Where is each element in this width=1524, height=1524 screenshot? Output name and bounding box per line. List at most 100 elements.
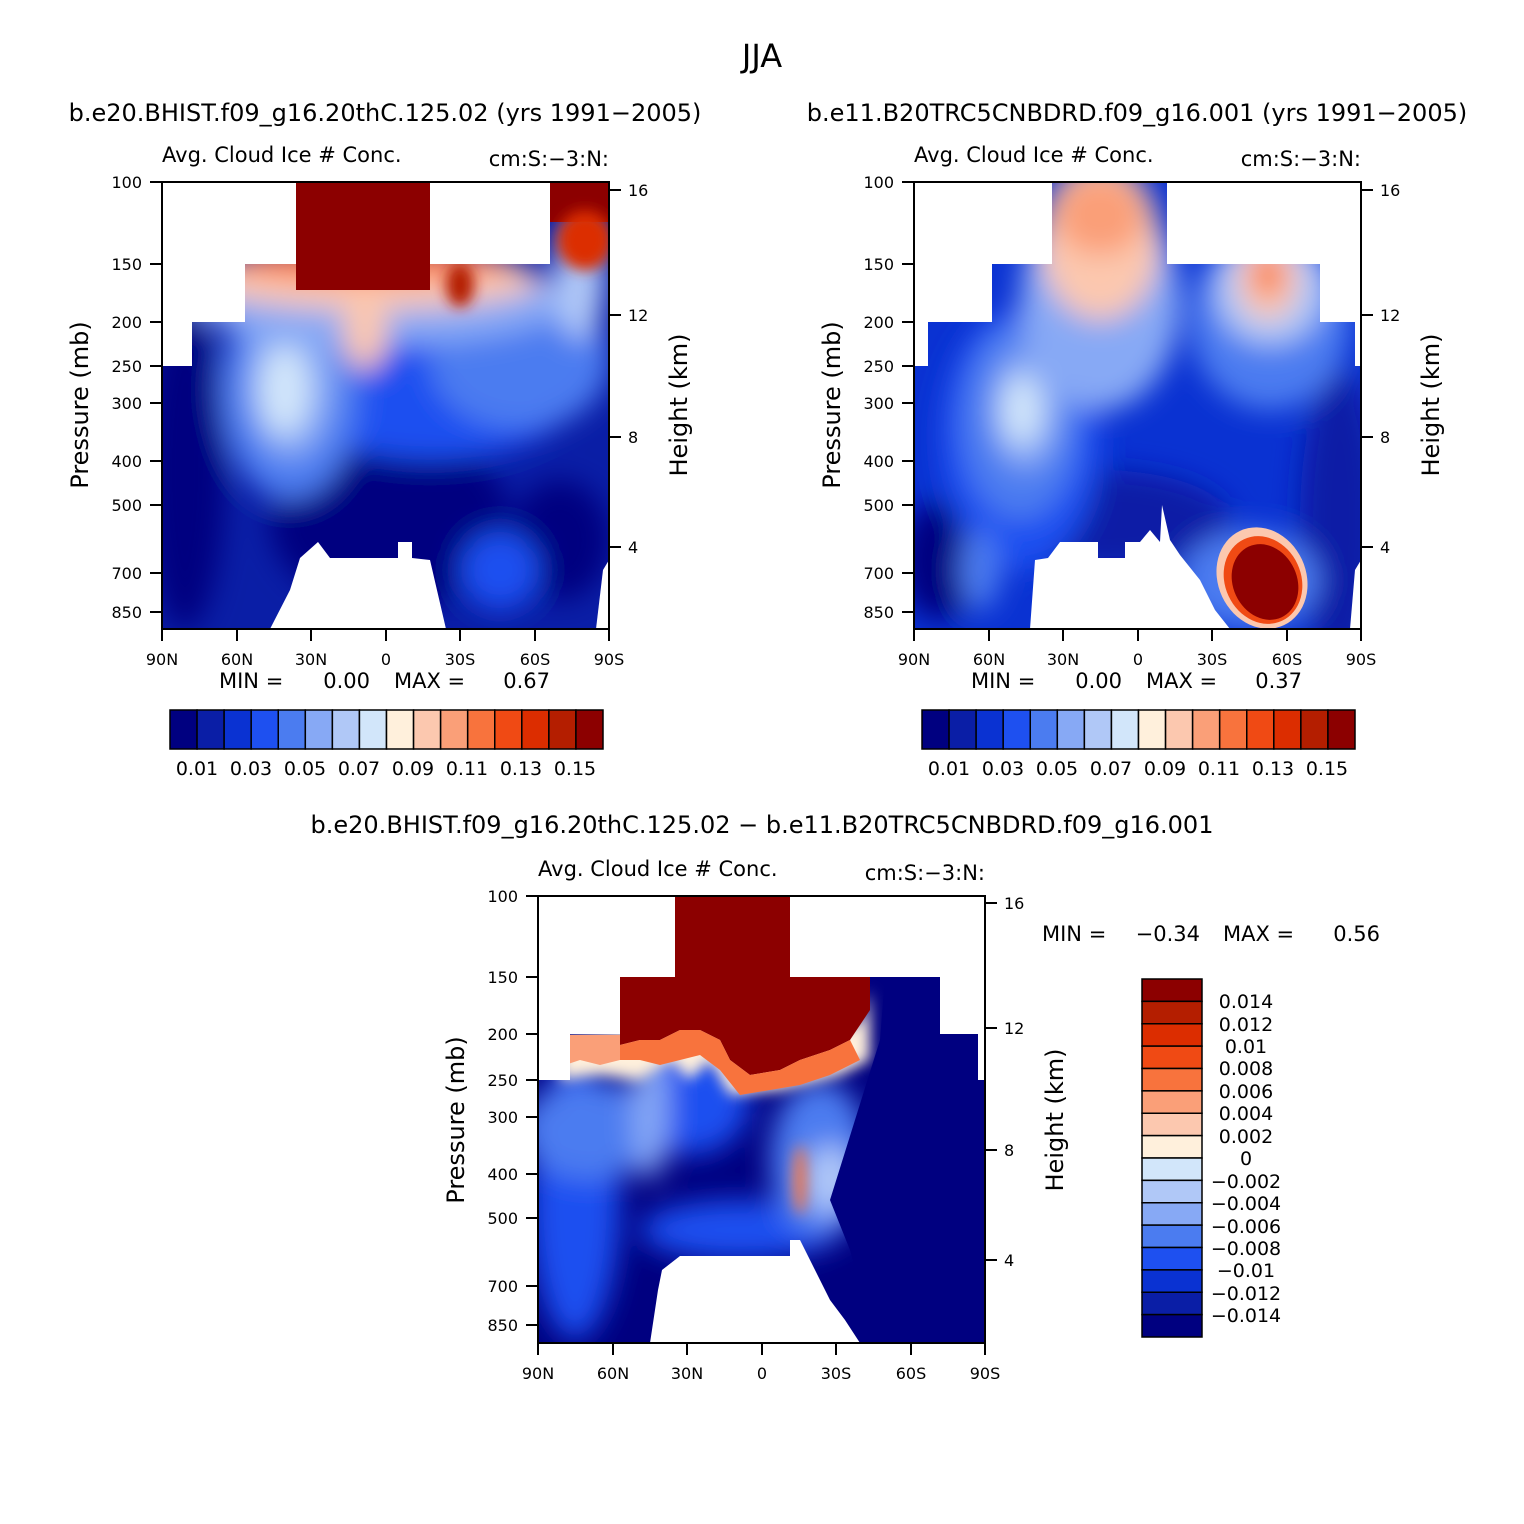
panel-left-colorbar-label: 0.05: [284, 758, 326, 780]
panel-left-xtick: 60N: [221, 650, 253, 669]
panel-right-colorbar-label: 0.07: [1090, 758, 1132, 780]
panel-diff-units-title: cm:S:−3:N:: [865, 861, 985, 885]
colorbar-swatch: [1327, 709, 1356, 750]
panel-diff-ytick-right: 16: [1004, 894, 1024, 913]
panel-left-ytick: 300: [111, 394, 142, 413]
colorbar-swatch: [1137, 709, 1167, 750]
colorbar-swatch: [358, 709, 388, 750]
panel-diff-min-value: −0.34: [1136, 922, 1200, 946]
colorbar-swatch: [921, 709, 950, 750]
colorbar-swatch: [223, 709, 252, 750]
panel-right-colorbar-label: 0.11: [1198, 758, 1240, 780]
colorbar-swatch: [466, 709, 496, 750]
panel-diff-case-label: b.e20.BHIST.f09_g16.20thC.125.02 − b.e11…: [311, 811, 1214, 839]
colorbar-swatch: [1191, 709, 1221, 750]
panel-right-ytick-right: 8: [1380, 428, 1390, 447]
panel-right-ylabel-right: Height (km): [1417, 334, 1445, 477]
panel-diff-min-label: MIN =: [1042, 922, 1106, 946]
panel-diff-colorbar-label: −0.004: [1211, 1193, 1281, 1215]
panel-diff-colorbar-label: 0.01: [1225, 1036, 1267, 1058]
panel-right-ytick: 250: [863, 357, 894, 376]
panel-diff-max-value: 0.56: [1333, 922, 1380, 946]
panel-diff-variable-title: Avg. Cloud Ice # Conc.: [538, 857, 778, 881]
panel-diff-xtick: 0: [757, 1364, 767, 1383]
colorbar-swatch: [975, 709, 1004, 750]
panel-right-contour-field: [914, 182, 1361, 629]
colorbar-swatch: [1141, 1269, 1203, 1293]
colorbar-swatch: [1141, 1157, 1203, 1182]
colorbar-swatch: [1141, 1112, 1203, 1137]
panel-right-bottom-axis: 90N 60N 30N 0 30S 60S 90S: [898, 629, 1376, 669]
colorbar-swatch: [948, 709, 977, 750]
colorbar-swatch: [1246, 709, 1275, 750]
panel-left-colorbar-label: 0.09: [392, 758, 434, 780]
colorbar-swatch: [1141, 1202, 1203, 1226]
panel-right-colorbar-label: 0.05: [1036, 758, 1078, 780]
panel-left-colorbar-label: 0.15: [554, 758, 596, 780]
panel-left-variable-title: Avg. Cloud Ice # Conc.: [162, 143, 402, 167]
panel-left-ylabel-right: Height (km): [665, 334, 693, 477]
panel-diff-ylabel-right: Height (km): [1041, 1049, 1069, 1192]
panel-right-xtick: 30N: [1047, 650, 1079, 669]
colorbar-swatch: [1141, 1179, 1203, 1204]
panel-diff-ytick-right: 12: [1004, 1019, 1024, 1038]
panel-right-colorbar-label: 0.13: [1252, 758, 1294, 780]
panel-diff-colorbar-label: 0.004: [1219, 1103, 1273, 1125]
panel-right-xtick: 60S: [1272, 650, 1303, 669]
panel-diff-ytick: 500: [487, 1209, 518, 1228]
panel-diff-colorbar-label: 0.002: [1219, 1126, 1273, 1148]
colorbar-swatch: [1164, 709, 1194, 750]
panel-right-colorbar-label: 0.09: [1144, 758, 1186, 780]
panel-diff: b.e20.BHIST.f09_g16.20thC.125.02 − b.e11…: [311, 811, 1380, 1383]
panel-right-ytick-right: 12: [1380, 306, 1400, 325]
panel-left-ytick: 850: [111, 603, 142, 622]
panel-diff-xtick: 60S: [896, 1364, 927, 1383]
panel-right-colorbar: [921, 709, 1356, 750]
colorbar-swatch: [1002, 709, 1031, 750]
panel-right-ytick: 300: [863, 394, 894, 413]
panel-left-xtick: 30N: [295, 650, 327, 669]
colorbar-swatch: [494, 709, 523, 750]
panel-diff-ytick: 850: [487, 1316, 518, 1335]
colorbar-swatch: [1141, 1246, 1203, 1271]
panel-right-ylabel: Pressure (mb): [818, 321, 846, 488]
panel-diff-bottom-axis: 90N 60N 30N 0 30S 60S 90S: [522, 1343, 1000, 1383]
colorbar-swatch: [169, 709, 198, 750]
panel-left-colorbar-label: 0.03: [230, 758, 272, 780]
panel-diff-right-axis: 16 12 8 4 Height (km): [985, 894, 1069, 1270]
panel-left-ytick: 700: [111, 564, 142, 583]
panel-right-xtick: 30S: [1197, 650, 1228, 669]
panel-diff-colorbar-label: 0.008: [1219, 1058, 1273, 1080]
panel-left-ytick: 500: [111, 496, 142, 515]
colorbar-swatch: [548, 709, 577, 750]
panel-diff-ytick-right: 8: [1004, 1141, 1014, 1160]
panel-left: b.e20.BHIST.f09_g16.20thC.125.02 (yrs 19…: [66, 99, 701, 780]
colorbar-swatch: [1300, 709, 1329, 750]
panel-left-colorbar-label: 0.11: [446, 758, 488, 780]
colorbar-swatch: [439, 709, 469, 750]
colorbar-swatch: [304, 709, 334, 750]
panel-right-xtick: 90N: [898, 650, 930, 669]
panel-right-ytick: 150: [863, 255, 894, 274]
panel-left-units-title: cm:S:−3:N:: [489, 147, 609, 171]
panel-right-ytick-right: 16: [1380, 181, 1400, 200]
colorbar-swatch: [1141, 1224, 1203, 1249]
colorbar-swatch: [1029, 709, 1059, 750]
colorbar-swatch: [385, 709, 415, 750]
panel-left-max-value: 0.67: [503, 669, 550, 693]
panel-diff-max-label: MAX =: [1223, 922, 1294, 946]
panel-left-xtick: 90S: [594, 650, 625, 669]
colorbar-swatch: [1141, 978, 1203, 1003]
panel-diff-xtick: 30S: [821, 1364, 852, 1383]
colorbar-swatch: [331, 709, 361, 750]
colorbar-swatch: [250, 709, 279, 750]
panel-diff-colorbar-label: 0.012: [1219, 1014, 1273, 1036]
colorbar-swatch: [1141, 1313, 1203, 1338]
panel-right-xtick: 0: [1133, 650, 1143, 669]
panel-right-colorbar-label: 0.03: [982, 758, 1024, 780]
panel-right-xtick: 60N: [973, 650, 1005, 669]
panel-right-ytick: 100: [863, 173, 894, 192]
colorbar-swatch: [1141, 1023, 1203, 1047]
colorbar-swatch: [521, 709, 550, 750]
